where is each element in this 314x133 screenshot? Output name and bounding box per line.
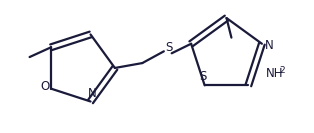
- Text: 2: 2: [280, 66, 285, 75]
- Text: S: S: [199, 70, 206, 83]
- Text: N: N: [88, 87, 97, 100]
- Text: O: O: [41, 80, 50, 93]
- Text: N: N: [265, 39, 274, 52]
- Text: NH: NH: [266, 67, 284, 80]
- Text: S: S: [165, 41, 172, 54]
